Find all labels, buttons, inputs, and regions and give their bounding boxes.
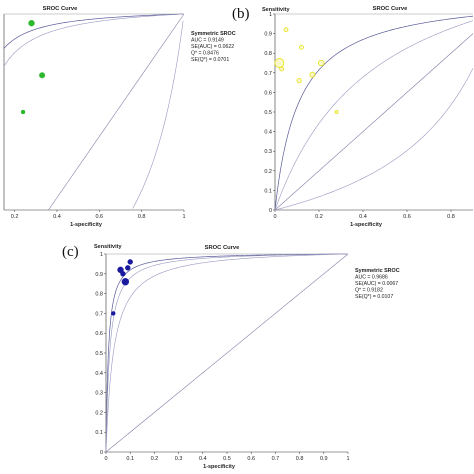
x-tick-label: 0.1 (126, 456, 134, 462)
x-tick-label: 0.8 (296, 456, 304, 462)
y-tick-label: 0.7 (95, 311, 103, 317)
x-tick-label: 0.4 (359, 214, 367, 220)
x-tick-label: 0 (273, 214, 276, 220)
study-point (334, 110, 339, 114)
x-tick-label: 0.8 (447, 214, 455, 220)
x-tick-label: 0.2 (315, 214, 323, 220)
sroc-curve (274, 20, 474, 211)
stats-heading: Symmetric SROC (355, 268, 400, 274)
study-point (20, 109, 26, 115)
study-point (317, 59, 325, 67)
panel-label: (c) (62, 244, 79, 260)
y-tick-label: 0.4 (95, 371, 103, 377)
y-tick-label: 0 (269, 208, 272, 214)
study-point (274, 58, 285, 68)
y-axis-label: Sensitivity (262, 7, 290, 13)
sroc-panel-2: 0 0.2 0.4 0.6 0.8 0 0.1 0.2 0.3 0.4 0.5 0.6 0.7 0.8 0.… (232, 6, 474, 228)
stats-line: SE(Q*) = 0.0107 (355, 294, 393, 300)
x-tick-label: 0.9 (320, 456, 328, 462)
study-point (279, 66, 285, 72)
y-tick-label: 0.6 (95, 331, 103, 337)
y-tick-label: 0.8 (264, 51, 272, 57)
x-tick-label: 0.5 (223, 456, 231, 462)
sroc-curve (274, 15, 474, 211)
x-tick-label: 0.2 (11, 214, 19, 220)
chance-diagonal-line (105, 253, 349, 453)
sroc-curve (3, 13, 184, 49)
sroc-curve (132, 20, 184, 209)
sroc-curve (274, 68, 474, 211)
x-tick-label: 0.4 (53, 214, 61, 220)
chance-diagonal-line (48, 13, 185, 211)
x-tick-label: 0 (104, 456, 107, 462)
x-tick-label: 1 (346, 456, 349, 462)
study-point (121, 278, 130, 286)
chart-title: SROC Curve (373, 6, 409, 12)
study-point (120, 271, 126, 277)
x-tick-label: 0.7 (272, 456, 280, 462)
study-point (28, 19, 35, 27)
x-tick-label: 0.2 (151, 456, 159, 462)
stats-line: AUC = 0.9686 (355, 275, 388, 281)
y-tick-label: 1 (269, 12, 272, 18)
study-point (309, 71, 316, 78)
study-point (296, 77, 302, 84)
y-tick-label: 0.4 (264, 130, 272, 136)
y-tick-label: 1 (100, 252, 103, 258)
study-point (283, 27, 289, 33)
y-axis-label: Sensitivity (94, 244, 122, 250)
stats-line: SE(Q*) = 0.0701 (191, 57, 229, 63)
study-point (125, 265, 131, 271)
panel-label: (b) (232, 6, 250, 22)
stats-line: Q* = 0.8476 (191, 51, 219, 57)
y-tick-label: 0.1 (264, 188, 272, 194)
y-tick-label: 0 (100, 450, 103, 456)
x-tick-label: 0.6 (247, 456, 255, 462)
chance-diagonal-line (274, 33, 474, 211)
x-tick-label: 1 (182, 214, 185, 220)
y-tick-label: 0.5 (264, 110, 272, 116)
y-tick-label: 0.9 (95, 272, 103, 278)
x-axis-label: 1-specificity (70, 222, 103, 228)
study-point (39, 72, 46, 79)
sroc-panel-3: 0 0.1 0.2 0.3 0.4 0.5 0.6 0.7 0.8 0.9 1 0 0.1 0.2 0.3 0… (62, 244, 400, 470)
y-tick-label: 0.7 (264, 71, 272, 77)
y-tick-label: 0.1 (95, 430, 103, 436)
x-tick-label: 0.4 (199, 456, 207, 462)
y-tick-label: 0.9 (264, 32, 272, 38)
y-tick-label: 0.6 (264, 90, 272, 96)
x-tick-label: 0.6 (403, 214, 411, 220)
x-tick-label: 0.3 (175, 456, 183, 462)
stats-heading: Symmetric SROC (191, 31, 236, 37)
stats-line: SE(AUC) = 0.0622 (191, 44, 234, 50)
y-tick-label: 0.3 (264, 149, 272, 155)
y-tick-label: 0.2 (95, 410, 103, 416)
x-axis-label: 1-specificity (350, 222, 383, 228)
x-axis-label: 1-specificity (203, 464, 236, 470)
x-tick-label: 0.8 (138, 214, 146, 220)
chart-title: SROC Curve (43, 6, 79, 12)
sroc-panel-1: 0.2 0.4 0.6 0.8 1 1-specificity SROC Curve Symm… (3, 6, 236, 228)
sroc-curve (105, 253, 347, 453)
y-tick-label: 0.3 (95, 391, 103, 397)
y-tick-label: 0.8 (95, 292, 103, 298)
study-point (298, 44, 304, 50)
x-tick-label: 0.6 (95, 214, 103, 220)
stats-line: Q* = 0.9182 (355, 288, 383, 294)
stats-line: AUC = 0.9149 (191, 38, 224, 44)
sroc-curve (105, 253, 347, 453)
study-point (111, 311, 116, 316)
y-tick-label: 0.5 (95, 351, 103, 357)
sroc-curve (3, 13, 184, 67)
chart-title: SROC Curve (205, 245, 241, 251)
y-tick-label: 0.2 (264, 169, 272, 175)
study-point (127, 259, 133, 265)
stats-line: SE(AUC) = 0.0067 (355, 281, 398, 287)
